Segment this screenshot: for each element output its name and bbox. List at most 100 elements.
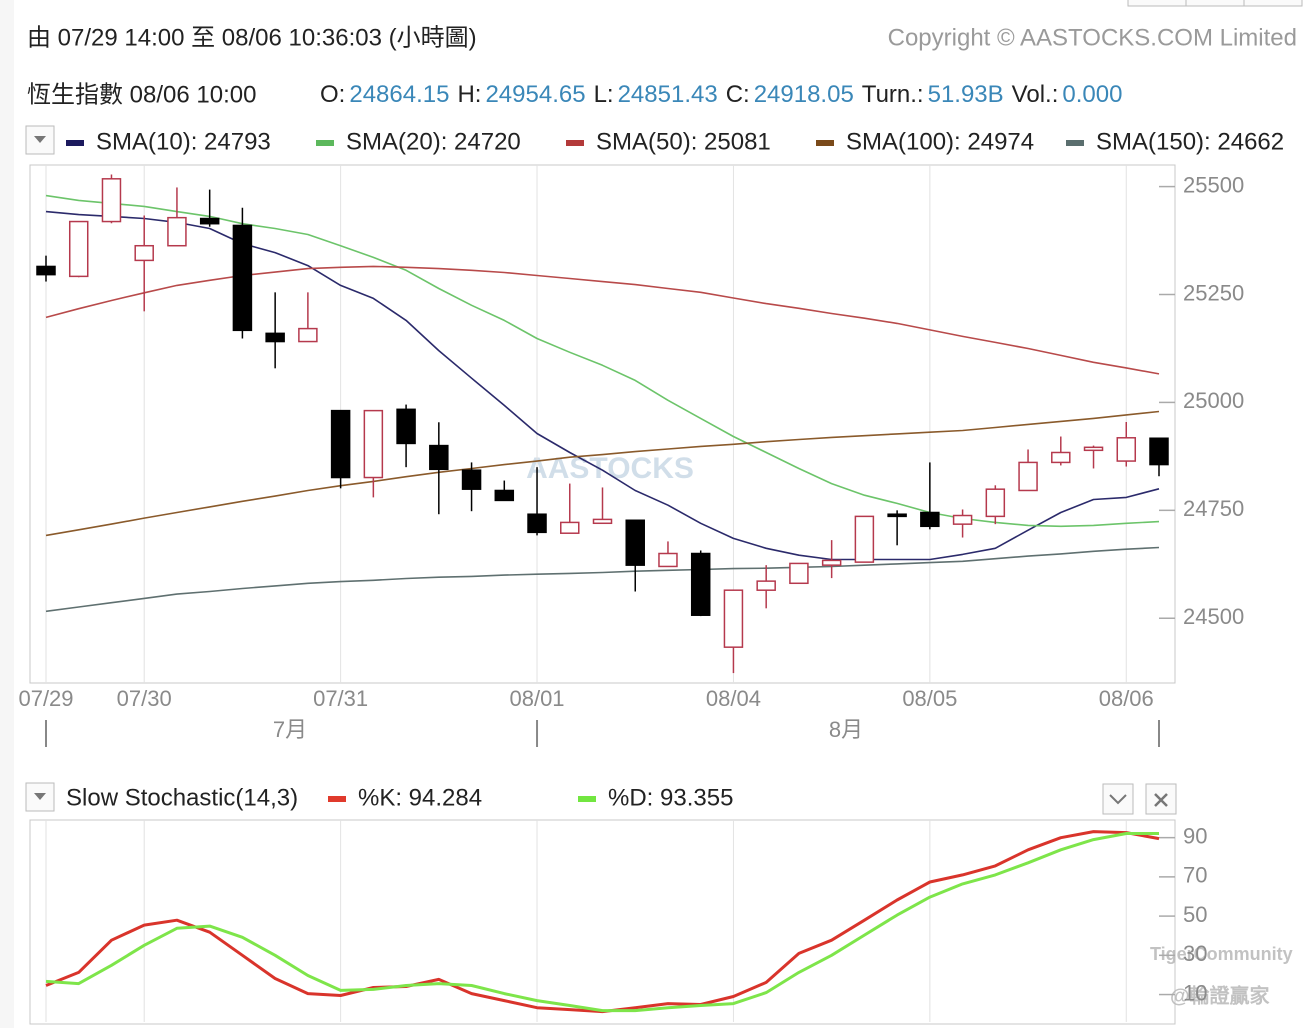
sma-line	[45, 194, 1160, 528]
quote-value: 24918.05	[754, 81, 854, 108]
candle-body	[625, 519, 645, 566]
y-tick-label: 10	[1183, 980, 1207, 1005]
candle-body	[1083, 446, 1104, 452]
legend-swatch	[316, 140, 334, 146]
quote-label: Turn.:	[862, 81, 924, 108]
legend-label: SMA(20): 24720	[346, 128, 521, 155]
x-tick-label: 08/05	[902, 686, 957, 711]
candle-body	[985, 488, 1006, 518]
candle-body	[920, 511, 940, 528]
legend-label: %D: 93.355	[608, 784, 733, 811]
quote-label: Vol.:	[1012, 81, 1059, 108]
candle-body	[1116, 437, 1137, 462]
legend-label: %K: 94.284	[358, 784, 482, 811]
main-dropdown[interactable]	[25, 125, 55, 155]
candle-body	[494, 489, 515, 502]
watermark: TigerCommunity	[1150, 944, 1293, 964]
date-range: 由 07/29 14:00 至 08/06 10:36:03 (小時圖)	[27, 24, 477, 51]
candle-body	[36, 265, 56, 276]
legend-swatch	[578, 796, 596, 802]
month-label: 7月	[273, 717, 307, 742]
legend-label: SMA(150): 24662	[1096, 128, 1284, 155]
stoch-line	[45, 832, 1159, 1013]
y-tick-label: 24750	[1183, 496, 1244, 521]
x-tick-label: 08/04	[706, 686, 761, 711]
candle-body	[560, 521, 580, 534]
legend-label: SMA(100): 24974	[846, 128, 1034, 155]
sma-line	[45, 265, 1160, 375]
sma-line	[45, 410, 1160, 537]
candle-body	[68, 220, 89, 278]
quote-label: O:	[320, 81, 345, 108]
candle-body	[396, 408, 416, 445]
candle-body	[821, 559, 842, 566]
left-strip	[0, 0, 14, 1028]
quote-label: L:	[594, 81, 614, 108]
quote-label: C:	[726, 81, 750, 108]
x-tick-label: 07/31	[313, 686, 368, 711]
quote-value: 0.000	[1062, 81, 1122, 108]
y-tick-label: 25000	[1183, 388, 1244, 413]
quote-value: 51.93B	[928, 81, 1004, 108]
candle-body	[101, 178, 122, 223]
candle-body	[887, 513, 907, 518]
candle-body	[1149, 437, 1169, 466]
legend-swatch	[816, 140, 834, 146]
candle-body	[134, 244, 154, 262]
y-tick-label: 25500	[1183, 172, 1244, 197]
legend-label: SMA(50): 25081	[596, 128, 771, 155]
candle-body	[952, 514, 973, 525]
x-tick-label: 07/29	[18, 686, 73, 711]
quote: O: 24864.15 H: 24954.65 L: 24851.43 C: 24918.05…	[320, 81, 1122, 108]
quote-label: H:	[457, 81, 481, 108]
candle-body	[1051, 451, 1071, 464]
collapse-button[interactable]	[1102, 783, 1134, 815]
candle-body	[265, 332, 285, 343]
candle-body	[363, 409, 384, 479]
quote-value: 24851.43	[618, 81, 718, 108]
candle-body	[527, 513, 547, 534]
y-tick-label: 90	[1183, 823, 1207, 848]
legend-swatch	[1066, 140, 1084, 146]
month-label: 8月	[829, 717, 863, 742]
candle-body	[756, 580, 776, 591]
candle-body	[854, 515, 875, 563]
top-buttons[interactable]	[1127, 0, 1303, 7]
quote-value: 24864.15	[349, 81, 449, 108]
candle-body	[429, 444, 449, 471]
y-tick-label: 30	[1183, 941, 1207, 966]
quote-value: 24954.65	[485, 81, 585, 108]
legend-swatch	[328, 796, 346, 802]
candle-body	[330, 409, 351, 479]
candle-body	[592, 518, 613, 525]
candle-body	[199, 217, 220, 225]
stoch-plot-frame	[29, 819, 1176, 1025]
y-tick-label: 50	[1183, 902, 1207, 927]
candle-body	[232, 224, 253, 332]
plot-layer: AASTOCKS TigerCommunity @輪證贏家 24500 24750 250…	[18, 128, 1293, 1022]
y-tick-label: 25250	[1183, 280, 1244, 305]
candle-body	[167, 216, 187, 247]
legend-swatch	[566, 140, 584, 146]
main-plot-frame	[29, 164, 1176, 684]
candle-body	[789, 562, 809, 585]
candle-body	[298, 327, 318, 343]
legend-swatch	[66, 140, 84, 146]
chart-title: Slow Stochastic(14,3)	[66, 784, 298, 811]
x-tick-label: 08/01	[509, 686, 564, 711]
watermark: AASTOCKS	[526, 452, 694, 485]
candle-body	[690, 552, 711, 616]
y-tick-label: 70	[1183, 863, 1207, 888]
sma-line	[45, 210, 1160, 561]
candle-body	[461, 469, 482, 490]
close-button[interactable]	[1145, 783, 1177, 815]
stoch-dropdown[interactable]	[25, 782, 55, 812]
candle-body	[1018, 461, 1038, 492]
candle-body	[658, 552, 678, 568]
legend-label: SMA(10): 24793	[96, 128, 271, 155]
x-tick-label: 07/30	[117, 686, 172, 711]
y-tick-label: 24500	[1183, 604, 1244, 629]
instrument: 恆生指數 08/06 10:00	[27, 81, 256, 108]
